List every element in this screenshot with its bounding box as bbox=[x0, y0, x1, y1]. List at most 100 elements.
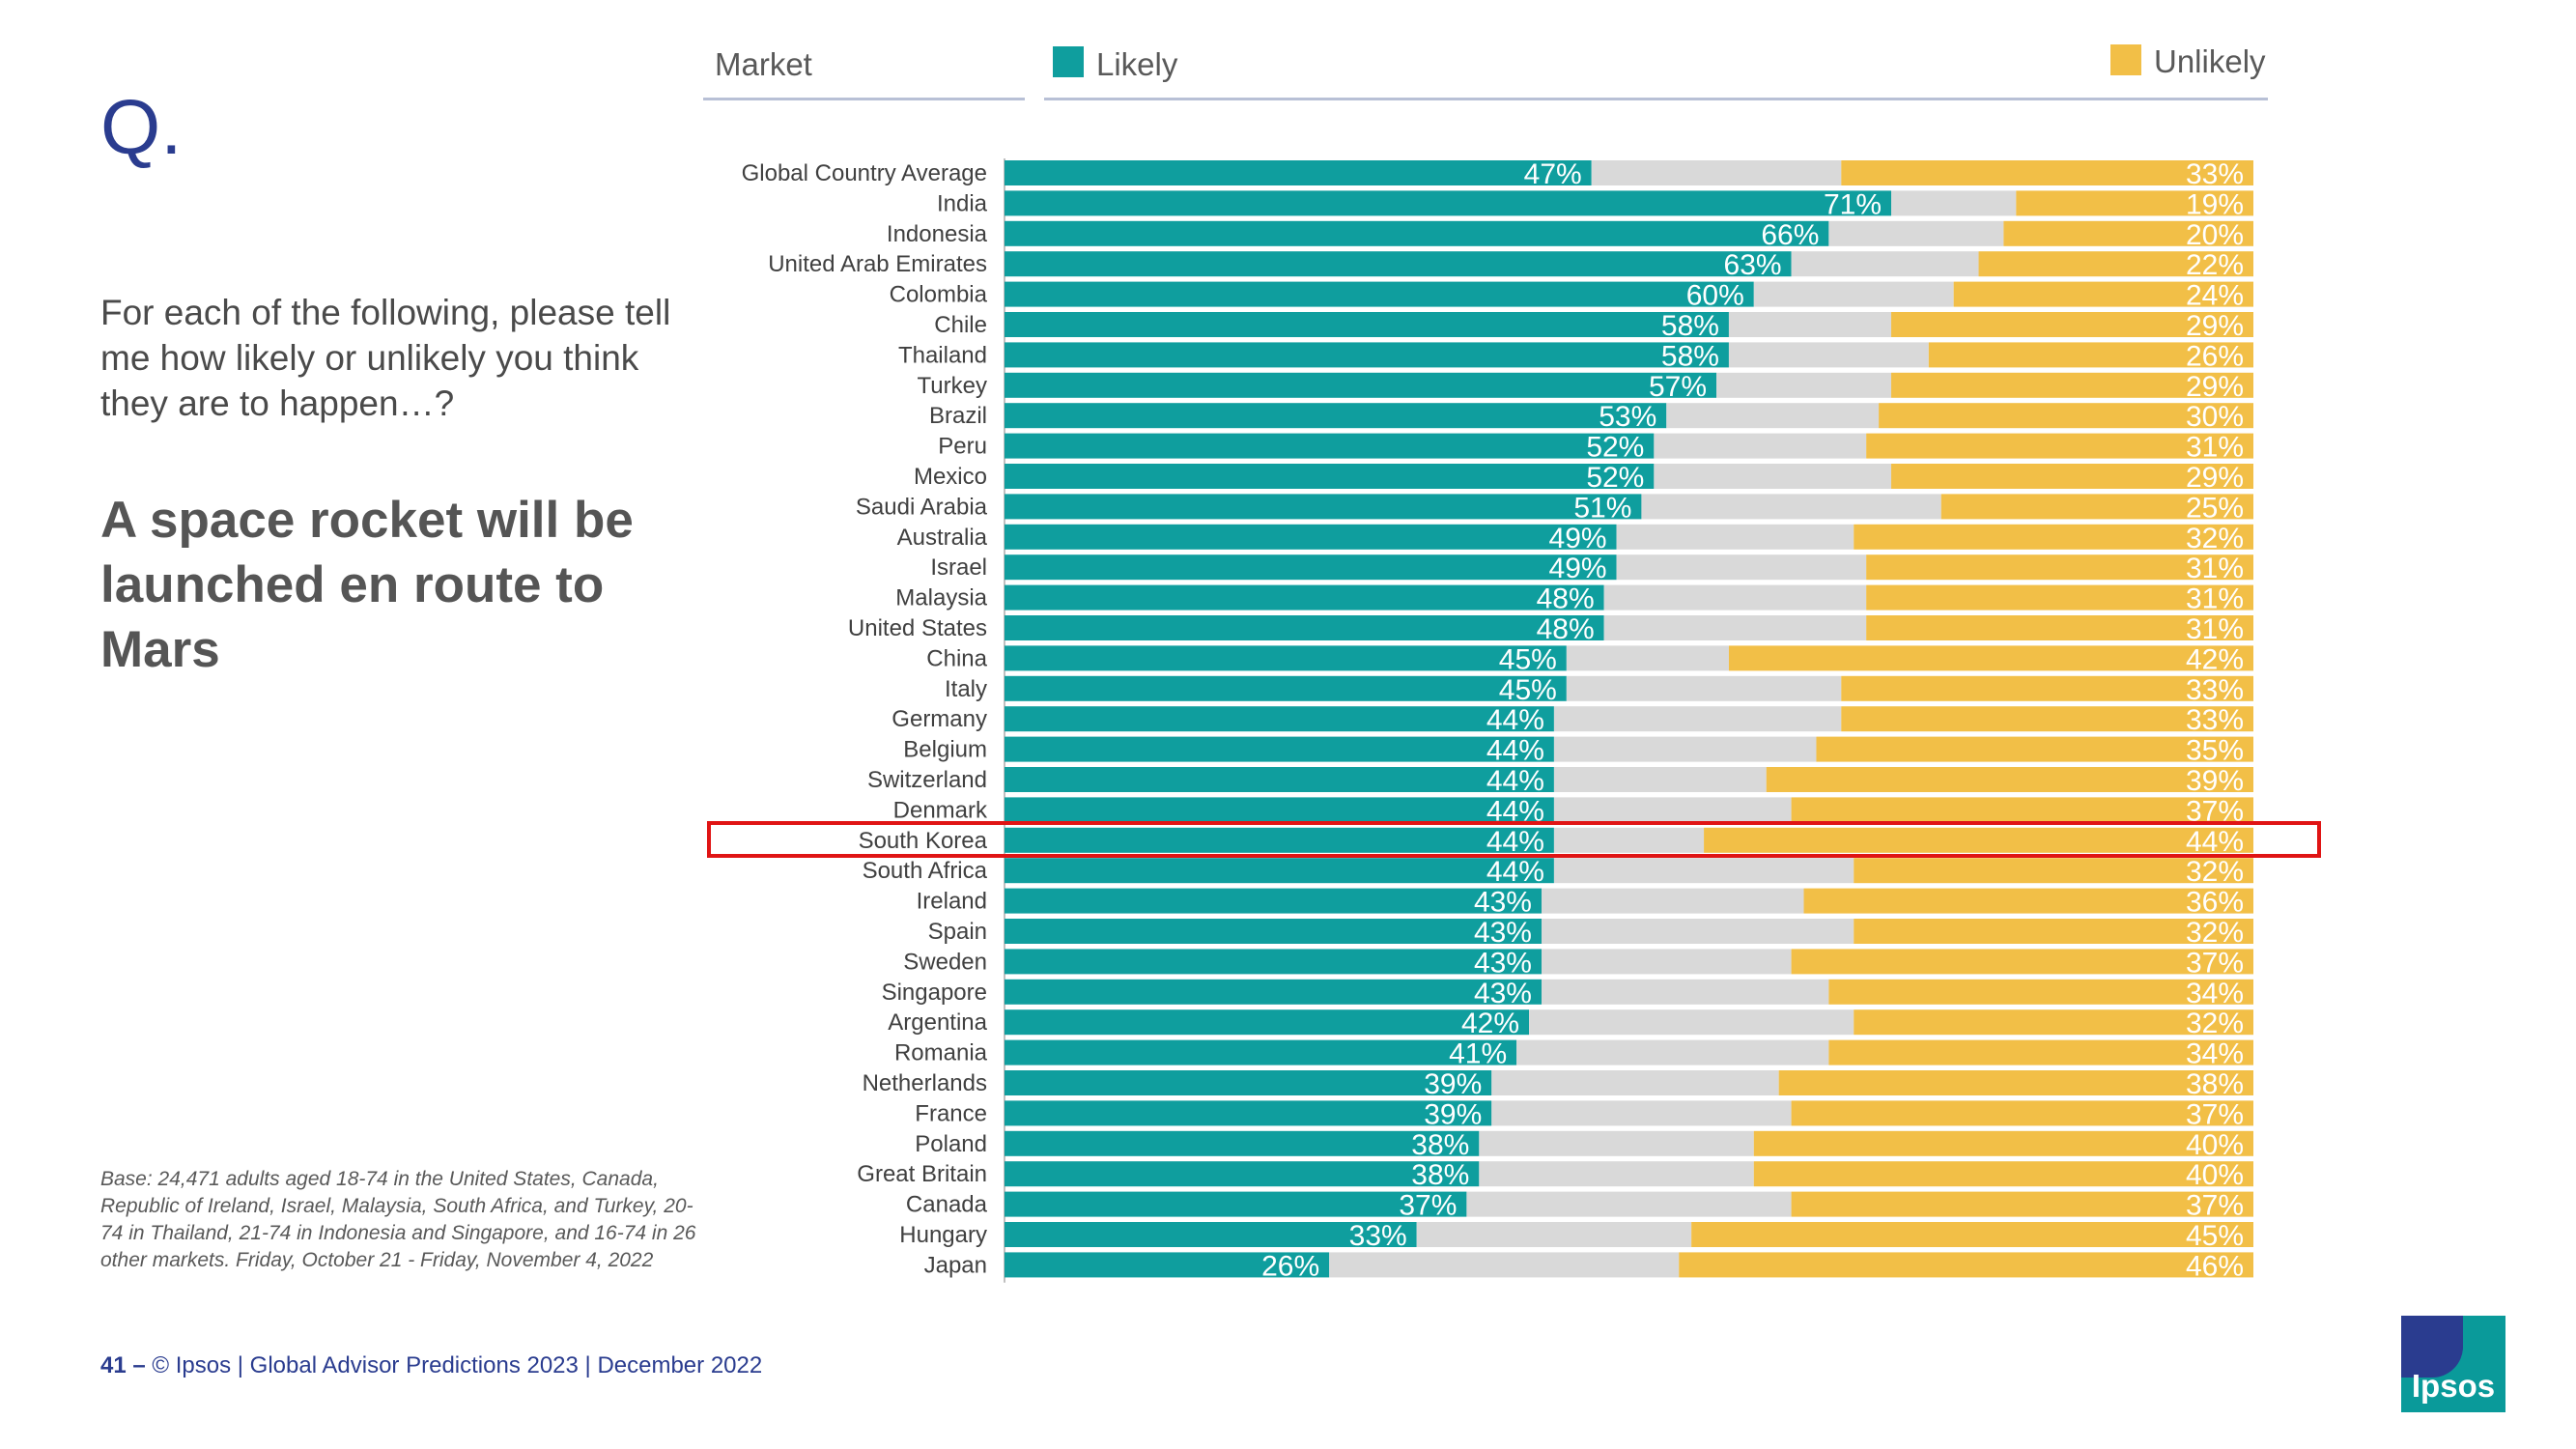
bar-likely-china bbox=[1005, 645, 1567, 671]
bar-likely-chile bbox=[1005, 312, 1729, 337]
category-label-denmark: Denmark bbox=[893, 797, 988, 823]
category-label-malaysia: Malaysia bbox=[895, 585, 987, 611]
data-label-likely-romania: 41% bbox=[1449, 1038, 1507, 1070]
bar-unlikely-united-arab-emirates bbox=[1978, 251, 2253, 277]
bar-likely-global-country-average bbox=[1005, 160, 1592, 185]
category-label-japan: Japan bbox=[924, 1252, 987, 1278]
bar-neutral-argentina bbox=[1529, 1009, 1854, 1036]
bar-unlikely-belgium bbox=[1816, 736, 2253, 762]
bar-likely-hungary bbox=[1005, 1222, 1417, 1247]
bar-likely-italy bbox=[1005, 675, 1567, 701]
data-label-unlikely-belgium: 35% bbox=[2186, 735, 2244, 767]
bar-likely-australia bbox=[1005, 524, 1617, 550]
legend-likely-label: Likely bbox=[1096, 46, 1178, 82]
category-label-canada: Canada bbox=[906, 1192, 988, 1218]
column-header-market: Market bbox=[715, 46, 812, 82]
bar-likely-thailand bbox=[1005, 342, 1729, 368]
category-label-south-africa: South Africa bbox=[863, 858, 988, 884]
bar-likely-denmark bbox=[1005, 797, 1554, 823]
data-label-likely-poland: 38% bbox=[1411, 1129, 1469, 1161]
data-label-likely-mexico: 52% bbox=[1586, 462, 1644, 494]
bar-neutral-malaysia bbox=[1603, 584, 1867, 611]
data-label-likely-singapore: 43% bbox=[1474, 978, 1532, 1009]
category-label-united-arab-emirates: United Arab Emirates bbox=[768, 251, 987, 277]
data-label-likely-united-arab-emirates: 63% bbox=[1724, 249, 1782, 281]
data-label-unlikely-united-states: 31% bbox=[2186, 613, 2244, 645]
bar-likely-south-africa bbox=[1005, 858, 1554, 884]
bar-unlikely-hungary bbox=[1691, 1222, 2253, 1247]
bar-neutral-france bbox=[1491, 1100, 1792, 1126]
category-label-indonesia: Indonesia bbox=[887, 221, 988, 247]
category-label-thailand: Thailand bbox=[898, 342, 987, 368]
data-label-likely-south-korea: 44% bbox=[1486, 826, 1544, 858]
bar-unlikely-thailand bbox=[1928, 342, 2253, 368]
bar-unlikely-great-britain bbox=[1753, 1161, 2253, 1187]
data-label-unlikely-spain: 32% bbox=[2186, 917, 2244, 949]
bar-likely-romania bbox=[1005, 1039, 1517, 1065]
data-label-unlikely-romania: 34% bbox=[2186, 1038, 2244, 1070]
data-label-unlikely-hungary: 45% bbox=[2186, 1220, 2244, 1252]
bar-likely-israel bbox=[1005, 554, 1617, 581]
bar-unlikely-brazil bbox=[1879, 403, 2253, 429]
bar-unlikely-japan bbox=[1679, 1252, 2253, 1278]
bar-neutral-italy bbox=[1566, 675, 1842, 701]
data-label-likely-germany: 44% bbox=[1486, 704, 1544, 736]
data-label-unlikely-canada: 37% bbox=[2186, 1190, 2244, 1222]
footer: 41 – © Ipsos | Global Advisor Prediction… bbox=[100, 1352, 762, 1379]
category-label-mexico: Mexico bbox=[914, 464, 987, 490]
bar-neutral-chile bbox=[1728, 312, 1892, 337]
category-label-france: France bbox=[915, 1100, 987, 1126]
category-label-global-country-average: Global Country Average bbox=[742, 160, 987, 186]
bar-neutral-peru bbox=[1654, 433, 1867, 459]
bar-unlikely-sweden bbox=[1791, 949, 2253, 975]
bar-unlikely-india bbox=[2016, 190, 2253, 216]
bar-unlikely-spain bbox=[1854, 919, 2253, 944]
legend-unlikely-label: Unlikely bbox=[2154, 43, 2266, 79]
data-label-unlikely-turkey: 29% bbox=[2186, 371, 2244, 403]
bar-unlikely-france bbox=[1791, 1100, 2253, 1126]
data-label-unlikely-global-country-average: 33% bbox=[2186, 158, 2244, 190]
bar-unlikely-denmark bbox=[1791, 797, 2253, 823]
highlight-box bbox=[707, 821, 2321, 858]
bar-neutral-global-country-average bbox=[1591, 160, 1842, 185]
data-label-unlikely-chile: 29% bbox=[2186, 310, 2244, 342]
page-number: 41 – bbox=[100, 1352, 146, 1378]
bar-likely-ireland bbox=[1005, 888, 1542, 914]
bar-neutral-brazil bbox=[1666, 403, 1880, 429]
bar-likely-singapore bbox=[1005, 979, 1542, 1005]
category-label-singapore: Singapore bbox=[882, 980, 987, 1006]
bar-unlikely-italy bbox=[1841, 675, 2253, 701]
data-label-unlikely-united-arab-emirates: 22% bbox=[2186, 249, 2244, 281]
bar-unlikely-united-states bbox=[1866, 615, 2253, 640]
bar-neutral-turkey bbox=[1716, 372, 1892, 398]
bar-neutral-australia bbox=[1616, 524, 1854, 550]
bar-unlikely-indonesia bbox=[2003, 220, 2253, 246]
footer-text: © Ipsos | Global Advisor Predictions 202… bbox=[152, 1352, 763, 1378]
statement-text: A space rocket will be launched en route… bbox=[100, 492, 634, 678]
data-label-likely-switzerland: 44% bbox=[1486, 765, 1544, 797]
bar-neutral-japan bbox=[1329, 1252, 1680, 1278]
bar-unlikely-global-country-average bbox=[1841, 160, 2253, 185]
bar-likely-germany bbox=[1005, 706, 1554, 732]
bar-likely-united-states bbox=[1005, 615, 1604, 640]
bar-unlikely-canada bbox=[1791, 1191, 2253, 1217]
data-label-likely-saudi-arabia: 51% bbox=[1573, 492, 1631, 524]
base-note: Base: 24,471 adults aged 18-74 in the Un… bbox=[100, 1168, 696, 1271]
data-label-likely-israel: 49% bbox=[1549, 553, 1607, 584]
data-label-likely-china: 45% bbox=[1499, 643, 1557, 675]
bar-unlikely-germany bbox=[1841, 706, 2253, 732]
bar-likely-spain bbox=[1005, 919, 1542, 944]
bar-likely-malaysia bbox=[1005, 584, 1604, 611]
bar-neutral-poland bbox=[1479, 1130, 1754, 1156]
bar-likely-indonesia bbox=[1005, 220, 1829, 246]
bar-likely-switzerland bbox=[1005, 767, 1554, 792]
data-label-unlikely-switzerland: 39% bbox=[2186, 765, 2244, 797]
bar-neutral-indonesia bbox=[1828, 220, 2004, 246]
bar-unlikely-poland bbox=[1753, 1130, 2253, 1156]
data-label-likely-india: 71% bbox=[1824, 188, 1882, 220]
data-label-likely-ireland: 43% bbox=[1474, 887, 1532, 919]
bar-neutral-denmark bbox=[1553, 797, 1792, 823]
category-label-south-korea: South Korea bbox=[859, 828, 988, 854]
bar-likely-belgium bbox=[1005, 736, 1554, 762]
